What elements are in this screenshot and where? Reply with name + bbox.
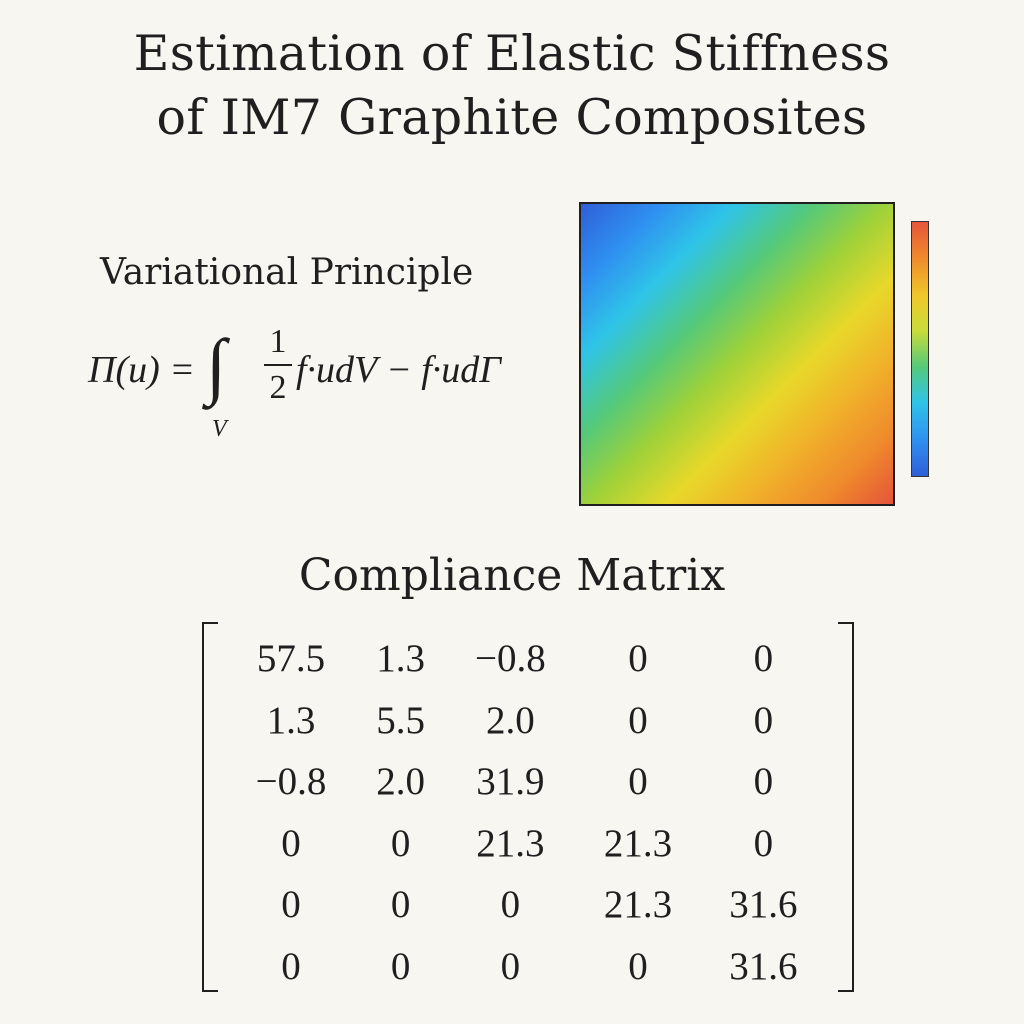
matrix-cell: 21.3 [476, 821, 545, 865]
matrix-cell: 2.0 [376, 760, 426, 804]
matrix-row: 57.5 1.3 −0.8 0 0 [226, 628, 826, 690]
integral-sign: ∫ [206, 325, 227, 407]
matrix-cell: 0 [628, 637, 648, 681]
variational-principle-heading: Variational Principle [100, 252, 474, 293]
matrix-cell: 0 [281, 821, 301, 865]
title-line-2: of IM7 Graphite Composites [156, 89, 868, 146]
matrix-right-bracket [838, 622, 854, 992]
matrix-row: 0 0 0 21.3 31.6 [226, 874, 826, 936]
matrix-cell: 0 [753, 637, 774, 681]
matrix-cell: 2.0 [486, 698, 535, 742]
matrix-cell: 0 [281, 883, 301, 927]
matrix-cell: 1.3 [376, 637, 426, 681]
matrix-cell: 0 [390, 944, 411, 988]
equation-lhs: Π(u) = [88, 349, 195, 391]
variational-equation: Π(u) = ∫ V 1 2 f·udV − f·udΓ [88, 318, 568, 458]
matrix-cell: 0 [390, 883, 411, 927]
matrix-cell: 0 [753, 698, 774, 742]
matrix-cell: 0 [500, 944, 521, 988]
matrix-cell: 1.3 [266, 698, 316, 742]
matrix-cell: 21.3 [603, 883, 673, 927]
matrix-cell: 21.3 [603, 821, 673, 865]
equation-rhs: f·udV − f·udΓ [296, 349, 501, 391]
matrix-cell: 0 [628, 698, 648, 742]
matrix-cell: 0 [500, 883, 521, 927]
matrix-cell: 31.6 [729, 883, 798, 927]
matrix-cell: 31.6 [729, 944, 798, 988]
matrix-cell: 0 [628, 944, 648, 988]
matrix-row: −0.8 2.0 31.9 0 0 [226, 751, 826, 813]
matrix-cell: 0 [753, 821, 774, 865]
compliance-matrix-heading: Compliance Matrix [298, 550, 726, 601]
contour-colorbar [911, 221, 929, 477]
matrix-cell: 57.5 [256, 637, 326, 681]
fraction-denominator: 2 [269, 369, 287, 406]
page-title: Estimation of Elastic Stiffness of IM7 G… [0, 22, 1024, 150]
title-line-1: Estimation of Elastic Stiffness [133, 25, 891, 82]
compliance-matrix: 57.5 1.3 −0.8 0 0 1.3 5.5 2.0 0 0 −0.8 2.0 31.9 0 0 0 0 2… [226, 628, 826, 997]
matrix-cell: 0 [281, 944, 301, 988]
integral-subscript: V [212, 416, 227, 442]
fraction-numerator: 1 [269, 323, 287, 360]
matrix-row: 0 0 0 0 31.6 [226, 936, 826, 998]
matrix-cell: 0 [390, 821, 411, 865]
matrix-cell: 5.5 [376, 698, 426, 742]
matrix-cell: 0 [628, 760, 648, 804]
matrix-row: 0 0 21.3 21.3 0 [226, 813, 826, 875]
matrix-cell: −0.8 [475, 637, 546, 681]
matrix-cell: 0 [753, 760, 774, 804]
stiffness-contour-plot [579, 202, 895, 506]
matrix-left-bracket [202, 622, 218, 992]
fraction-bar [264, 364, 292, 366]
matrix-cell: −0.8 [255, 760, 327, 804]
one-half-fraction: 1 2 [258, 322, 298, 408]
matrix-cell: 31.9 [476, 760, 545, 804]
matrix-row: 1.3 5.5 2.0 0 0 [226, 690, 826, 752]
